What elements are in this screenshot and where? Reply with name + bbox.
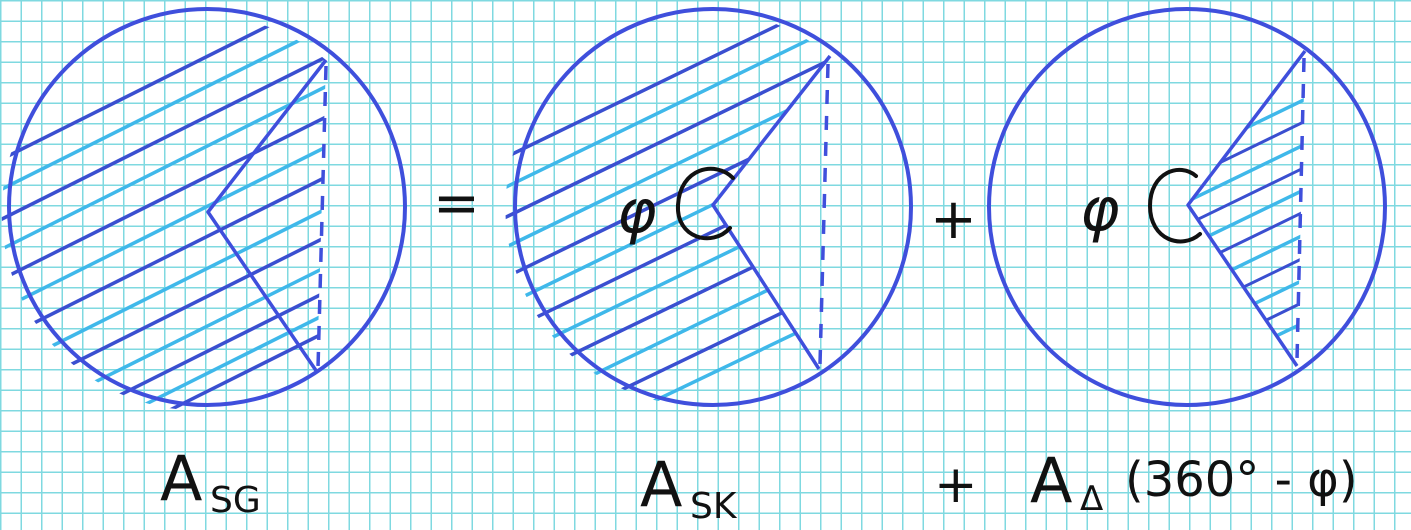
a-sg-symbol: A: [160, 442, 202, 515]
a-triangle-subscript: Δ: [1080, 479, 1103, 519]
sector-hatching: [505, 10, 830, 407]
triangle-circle: [987, 7, 1387, 407]
sector-circle: [513, 7, 913, 407]
triangle-diagram: φ: [987, 7, 1387, 407]
segment-triangle-edges: [206, 58, 328, 373]
sector-angle-arc: [675, 166, 735, 241]
sector-radii: [711, 54, 832, 370]
segment-diagram: [1, 7, 407, 411]
label-a-sg: A SG: [160, 442, 261, 521]
label-a-sk: A SK: [640, 448, 738, 527]
sector-diagram: φ: [505, 7, 913, 407]
a-sk-subscript: SK: [690, 486, 738, 527]
segment-hatching: [1, 18, 326, 411]
sector-chord-dashed: [818, 63, 830, 365]
equals-sign: =: [433, 171, 480, 236]
triangle-angle-arc: [1147, 167, 1202, 244]
a-sg-subscript: SG: [210, 480, 261, 521]
a-sk-symbol: A: [640, 448, 682, 521]
sector-angle-label: φ: [617, 177, 657, 247]
plus-sign: +: [930, 187, 977, 252]
triangle-sides: [1186, 49, 1307, 367]
segment-chord-dashed: [316, 65, 328, 369]
a-triangle-argument: (360° - φ): [1125, 452, 1358, 508]
label-a-triangle: A Δ (360° - φ): [1030, 444, 1358, 519]
triangle-angle-label: φ: [1080, 175, 1120, 245]
segment-circle: [7, 7, 407, 407]
second-plus-sign: +: [934, 455, 978, 515]
a-triangle-symbol: A: [1030, 444, 1072, 517]
